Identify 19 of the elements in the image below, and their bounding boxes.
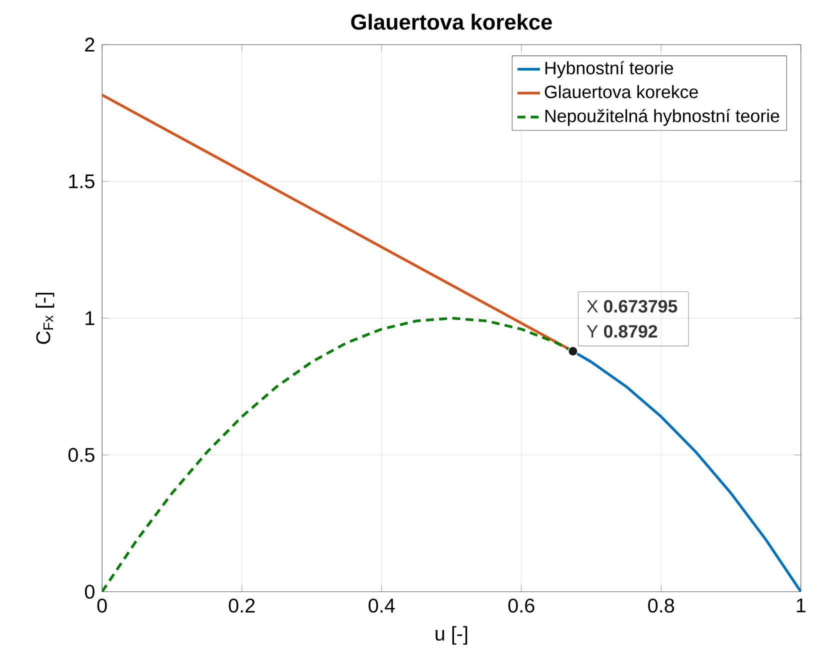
y-axis-title: C$_{Fx}$ [-] xyxy=(36,292,54,344)
y-tick-label: 0 xyxy=(84,584,94,599)
chart-title: Glauertova korekce xyxy=(351,14,552,30)
y-tick-label: 1.5 xyxy=(69,174,94,188)
x-tick-label: 1 xyxy=(796,598,806,612)
legend-label: Hybnostní teorie xyxy=(545,61,674,78)
y-tick-label: 2 xyxy=(85,38,94,52)
y-tick-label: 0.5 xyxy=(68,448,94,462)
x-tick-label: 0.2 xyxy=(228,598,255,613)
legend-label: Nepoužitelná hybnostní teorie xyxy=(545,108,780,126)
x-axis-title: u [-] xyxy=(436,626,468,645)
x-tick-label: 0 xyxy=(97,598,107,613)
y-tick-label: 1 xyxy=(86,311,94,325)
annotation: Y 0.8792 xyxy=(586,325,658,338)
x-tick-label: 0.4 xyxy=(368,598,395,613)
annotation: X 0.673795 xyxy=(586,300,678,313)
x-tick-label: 0.8 xyxy=(648,598,674,613)
x-tick-label: 0.6 xyxy=(508,598,534,613)
legend-label: Glauertova korekce xyxy=(544,85,698,98)
